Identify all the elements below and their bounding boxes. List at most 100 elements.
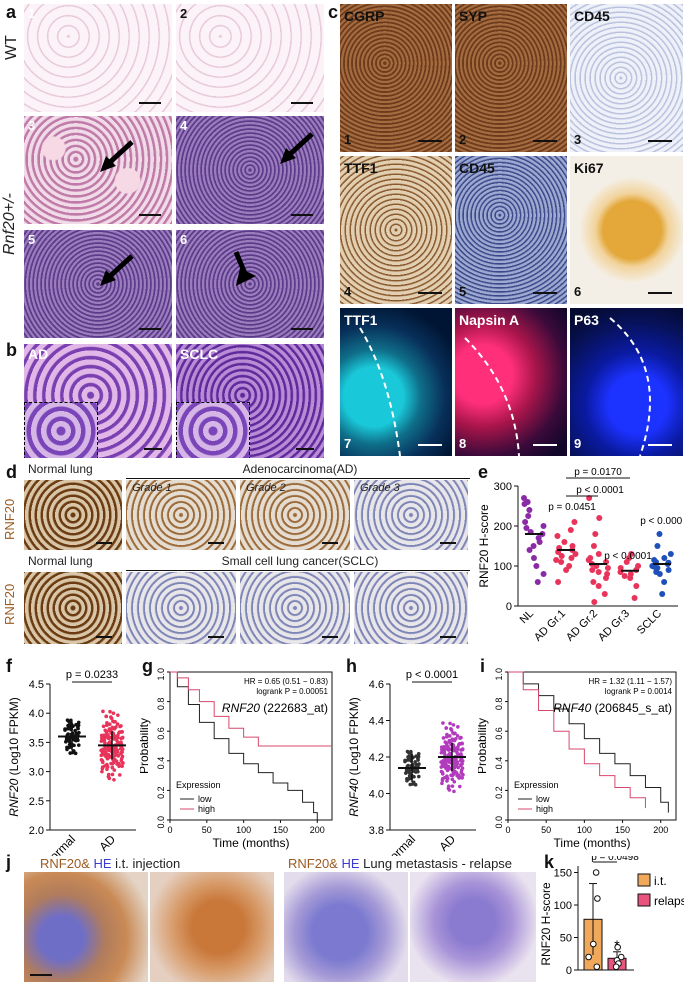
data-point: [589, 940, 597, 948]
data-point: [120, 730, 124, 734]
data-point: [105, 721, 109, 725]
data-point: [417, 762, 421, 766]
y-axis-label: RNF20 (Log10 FPKM): [7, 697, 21, 816]
y-tick-label: 3.5: [29, 737, 44, 749]
data-point: [410, 782, 415, 786]
data-point: [115, 722, 120, 726]
panel-letter-i: i: [480, 656, 486, 676]
plot-frame: [507, 671, 677, 821]
histology-tile-a1: 1: [24, 4, 172, 112]
ihc-tile-normal-lung: [24, 480, 122, 550]
data-point: [119, 758, 124, 763]
p-value-label: p = 0.0498: [591, 856, 639, 863]
data-point: [112, 777, 116, 782]
data-point: [460, 776, 464, 780]
scale-bar: [418, 444, 442, 446]
y-tick-label: 0.0: [494, 816, 504, 829]
data-point: [119, 740, 123, 745]
marker-label: TTF1: [344, 312, 378, 328]
y-tick-label: 4.0: [29, 708, 44, 720]
data-point: [108, 709, 112, 714]
data-point: [617, 953, 625, 961]
data-point: [592, 869, 600, 876]
data-point: [459, 735, 463, 740]
data-point: [522, 519, 529, 525]
scale-bar: [139, 328, 161, 330]
data-point: [76, 726, 80, 731]
data-point: [614, 943, 621, 951]
ihc-tile-c-cgrp: CGRP 1: [340, 4, 452, 152]
tile-number: 6: [180, 232, 188, 247]
data-point: [654, 543, 661, 549]
ihc-tile-c-napsin-a-fluor: Napsin A 8: [455, 308, 567, 456]
tile-number: 1: [344, 132, 352, 147]
data-point: [109, 727, 113, 732]
y-tick-label: 150: [554, 868, 572, 880]
data-point: [596, 515, 603, 521]
zoom-inset: [176, 402, 250, 458]
y-tick-label: 2.5: [29, 796, 44, 808]
data-point: [108, 740, 112, 744]
data-point: [73, 751, 78, 756]
data-point: [100, 769, 104, 774]
p-value-label: p = 0.0233: [66, 669, 118, 681]
y-axis-label: Probability: [478, 718, 489, 774]
data-point: [540, 523, 547, 529]
scale-bar: [648, 444, 672, 446]
data-point: [65, 747, 69, 752]
data-point: [448, 721, 452, 726]
boundary-dashed-line: [359, 327, 401, 456]
data-point: [414, 754, 418, 758]
data-point: [441, 736, 446, 740]
data-point: [458, 758, 463, 763]
scale-bar: [533, 140, 557, 142]
data-point: [553, 557, 560, 563]
significance-star: *: [614, 937, 620, 953]
y-tick-label: 0.6: [494, 727, 504, 740]
data-point: [627, 575, 634, 581]
y-tick-label: 200: [494, 521, 512, 533]
scale-bar: [648, 140, 672, 142]
data-point: [563, 567, 570, 573]
data-point: [448, 751, 452, 756]
legend-label: high: [198, 804, 215, 814]
km-curve-low: [170, 671, 318, 820]
data-point: [116, 713, 120, 717]
data-point: [112, 736, 117, 741]
tile-label: AD: [28, 346, 49, 362]
y-tick-label: 100: [554, 900, 572, 912]
y-tick-label: 0.0: [156, 816, 166, 829]
data-point: [100, 758, 105, 763]
boundary-dashed-line: [464, 337, 520, 456]
scale-bar: [418, 140, 442, 142]
data-point: [525, 513, 532, 519]
y-axis-label: RNF40 (Log10 FPKM): [347, 697, 361, 816]
data-point: [521, 495, 527, 501]
p-value-label: p < 0.0001: [576, 485, 624, 496]
row-label-rnf20: RNF20: [2, 583, 17, 625]
data-point: [530, 543, 537, 549]
data-point: [443, 762, 448, 766]
data-point: [119, 752, 123, 756]
data-point: [441, 721, 445, 725]
data-point: [667, 551, 674, 557]
data-point: [450, 784, 455, 788]
data-point: [119, 724, 123, 728]
data-point: [621, 573, 628, 579]
ihc-tile-sclc-1: [126, 572, 236, 644]
panel-letter-b: b: [6, 340, 17, 360]
arrow-icon: [100, 140, 134, 172]
data-point: [456, 725, 460, 729]
chart-i-km-rnf40: 0 50 100 150 200 0.0 0.2 0.4 0.6 0.8 1.0 Time (mont…: [478, 668, 677, 850]
y-tick-label: 3.8: [369, 825, 384, 837]
data-point: [585, 953, 592, 961]
data-point: [595, 569, 602, 575]
data-point: [67, 723, 71, 727]
header-rule: [126, 570, 470, 571]
tile-number: 9: [574, 436, 582, 451]
scale-bar: [418, 292, 442, 294]
data-point: [416, 774, 421, 779]
legend-title: Expression: [176, 780, 221, 790]
ihc-tile-c-syp: SYP 2: [455, 4, 567, 152]
tile-number: 5: [28, 232, 36, 247]
